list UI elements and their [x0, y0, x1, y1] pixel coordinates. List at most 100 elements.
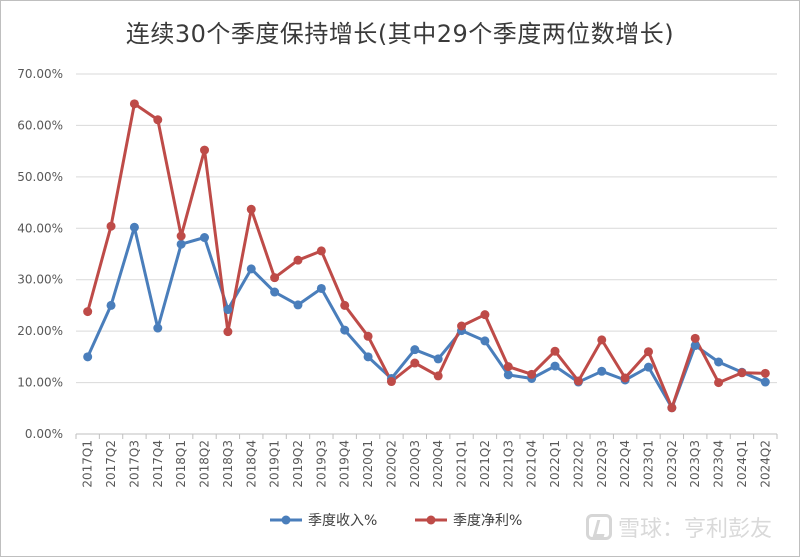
x-tick-labels: 2017Q1 2017Q2 2017Q3 2017Q4 2018Q1 2018Q2 2018… [81, 440, 773, 488]
data-point [83, 307, 93, 317]
data-point [340, 300, 350, 310]
series-points [83, 99, 770, 413]
y-tick-label: 0.00% [25, 427, 63, 441]
x-tick-label: 2024Q2 [758, 440, 772, 488]
x-tick-label: 2023Q4 [712, 440, 726, 488]
x-tick-label: 2021Q2 [478, 440, 492, 488]
watermark-text: 雪球：亨利彭友 [618, 517, 773, 542]
data-point [714, 378, 724, 388]
x-tick-label: 2017Q1 [81, 440, 95, 488]
data-point [316, 246, 326, 256]
x-tick-label: 2019Q2 [291, 440, 305, 488]
y-tick-label: 70.00% [17, 67, 63, 81]
snowball-logo-icon [586, 514, 612, 540]
x-tick-label: 2018Q2 [198, 440, 212, 488]
x-tick-label: 2024Q1 [735, 440, 749, 488]
data-point [200, 145, 210, 155]
x-tick-label: 2020Q4 [431, 440, 445, 488]
data-point [129, 99, 139, 109]
data-point [363, 331, 373, 341]
data-point [643, 362, 653, 372]
data-point [620, 373, 630, 383]
x-tick-label: 2023Q1 [641, 440, 655, 488]
x-tick-label: 2020Q2 [384, 440, 398, 488]
x-tick-label: 2018Q1 [174, 440, 188, 488]
data-point [597, 366, 607, 376]
axes [75, 433, 778, 439]
chart-title: 连续30个季度保持增长(其中29个季度两位数增长) [125, 20, 675, 48]
data-point [480, 336, 490, 346]
data-point [410, 345, 420, 355]
data-point [223, 305, 233, 315]
data-point [340, 325, 350, 335]
data-point [643, 347, 653, 357]
x-tick-label: 2017Q3 [127, 440, 141, 488]
data-point [129, 222, 139, 232]
x-tick-label: 2019Q1 [268, 440, 282, 488]
legend: 季度收入% 季度净利% [270, 513, 522, 529]
x-tick-label: 2021Q3 [501, 440, 515, 488]
x-tick-label: 2017Q4 [151, 440, 165, 488]
data-point [760, 368, 770, 378]
x-tick-label: 2019Q3 [314, 440, 328, 488]
data-point [106, 300, 116, 310]
data-point [714, 357, 724, 367]
data-point [293, 255, 303, 265]
series-lines [86, 102, 766, 410]
data-point [667, 403, 677, 413]
data-point [246, 264, 256, 274]
series-line-1 [86, 225, 766, 410]
x-tick-label: 2019Q4 [338, 440, 352, 488]
y-tick-label: 50.00% [17, 170, 63, 184]
x-tick-label: 2021Q1 [455, 440, 469, 488]
y-tick-label: 10.00% [17, 376, 63, 390]
data-point [153, 115, 163, 125]
data-point [200, 233, 210, 243]
data-point [573, 376, 583, 386]
data-point [410, 358, 420, 368]
data-point [480, 310, 490, 320]
data-point [690, 341, 700, 351]
y-tick-label: 20.00% [17, 324, 63, 338]
data-point [597, 335, 607, 345]
legend-label: 季度净利% [453, 513, 522, 529]
data-point [760, 377, 770, 387]
data-point [153, 323, 163, 333]
data-point [270, 273, 280, 283]
x-tick-label: 2022Q3 [595, 440, 609, 488]
data-point [270, 287, 280, 297]
data-point [433, 354, 443, 364]
x-tick-label: 2020Q1 [361, 440, 375, 488]
y-tick-labels: 0.00% 10.00% 20.00% 30.00% 40.00% 50.00% 60.00… [17, 67, 63, 441]
data-point [690, 333, 700, 343]
x-tick-label: 2020Q3 [408, 440, 422, 488]
data-point [433, 371, 443, 381]
data-point [246, 204, 256, 214]
data-point [737, 368, 747, 378]
y-tick-label: 30.00% [17, 273, 63, 287]
data-point [293, 300, 303, 310]
x-tick-label: 2018Q3 [221, 440, 235, 488]
data-point [106, 221, 116, 231]
x-tick-label: 2022Q2 [571, 440, 585, 488]
x-tick-label: 2018Q4 [244, 440, 258, 488]
data-point [223, 327, 233, 337]
data-point [83, 352, 93, 362]
legend-label: 季度收入% [308, 513, 377, 529]
y-tick-label: 40.00% [17, 221, 63, 235]
legend-marker [281, 515, 291, 525]
legend-marker [426, 515, 436, 525]
x-tick-label: 2023Q2 [665, 440, 679, 488]
data-point [457, 321, 467, 331]
x-tick-label: 2017Q2 [104, 440, 118, 488]
data-point [527, 369, 537, 379]
y-tick-label: 60.00% [17, 118, 63, 132]
x-tick-label: 2021Q4 [525, 440, 539, 488]
data-point [503, 370, 513, 380]
data-point [550, 361, 560, 371]
series-line-2 [86, 102, 766, 410]
data-point [316, 283, 326, 293]
data-point [176, 239, 186, 249]
